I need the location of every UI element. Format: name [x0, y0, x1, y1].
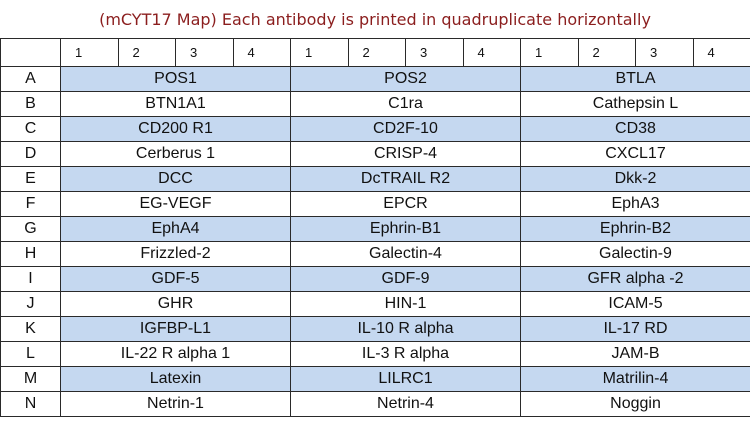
antibody-cell: BTN1A1 — [60, 91, 291, 117]
antibody-cell: GDF-5 — [60, 266, 291, 292]
antibody-cell: GHR — [60, 291, 291, 317]
antibody-cell: Frizzled-2 — [60, 241, 291, 267]
antibody-cell: Latexin — [60, 366, 291, 392]
antibody-cell: EPCR — [290, 191, 521, 217]
row-label: N — [0, 391, 61, 417]
antibody-cell: Netrin-4 — [290, 391, 521, 417]
antibody-cell: Noggin — [520, 391, 750, 417]
map-row: G EphA4 Ephrin-B1 Ephrin-B2 — [0, 216, 750, 242]
antibody-cell: IGFBP-L1 — [60, 316, 291, 342]
column-header: 3 — [405, 38, 464, 67]
map-row: M Latexin LILRC1 Matrilin-4 — [0, 366, 750, 392]
column-header: 2 — [347, 38, 406, 67]
row-label: I — [0, 266, 61, 292]
map-row: N Netrin-1 Netrin-4 Noggin — [0, 391, 750, 417]
map-row: L IL-22 R alpha 1 IL-3 R alpha JAM-B — [0, 341, 750, 367]
antibody-cell: GDF-9 — [290, 266, 521, 292]
row-label: J — [0, 291, 61, 317]
antibody-cell: DcTRAIL R2 — [290, 166, 521, 192]
map-row: I GDF-5 GDF-9 GFR alpha -2 — [0, 266, 750, 292]
antibody-cell: CD38 — [520, 116, 750, 142]
antibody-cell: HIN-1 — [290, 291, 521, 317]
antibody-cell: GFR alpha -2 — [520, 266, 750, 292]
row-label: L — [0, 341, 61, 367]
antibody-cell: Ephrin-B2 — [520, 216, 750, 242]
map-row: F EG-VEGF EPCR EphA3 — [0, 191, 750, 217]
antibody-cell: Matrilin-4 — [520, 366, 750, 392]
map-row: K IGFBP-L1 IL-10 R alpha IL-17 RD — [0, 316, 750, 342]
row-label: G — [0, 216, 61, 242]
antibody-cell: C1ra — [290, 91, 521, 117]
antibody-cell: EphA3 — [520, 191, 750, 217]
column-header: 2 — [117, 38, 176, 67]
map-row: C CD200 R1 CD2F-10 CD38 — [0, 116, 750, 142]
row-label: E — [0, 166, 61, 192]
row-label: F — [0, 191, 61, 217]
map-row: J GHR HIN-1 ICAM-5 — [0, 291, 750, 317]
map-row: B BTN1A1 C1ra Cathepsin L — [0, 91, 750, 117]
row-label: D — [0, 141, 61, 167]
antibody-cell: Cerberus 1 — [60, 141, 291, 167]
column-header: 3 — [175, 38, 234, 67]
map-row: A POS1 POS2 BTLA — [0, 66, 750, 92]
antibody-cell: Netrin-1 — [60, 391, 291, 417]
antibody-cell: CXCL17 — [520, 141, 750, 167]
column-header: 1 — [60, 38, 119, 67]
map-row: D Cerberus 1 CRISP-4 CXCL17 — [0, 141, 750, 167]
antibody-cell: JAM-B — [520, 341, 750, 367]
column-header: 4 — [232, 38, 291, 67]
antibody-cell: IL-10 R alpha — [290, 316, 521, 342]
antibody-cell: POS2 — [290, 66, 521, 92]
antibody-cell: EG-VEGF — [60, 191, 291, 217]
antibody-cell: IL-22 R alpha 1 — [60, 341, 291, 367]
column-header: 4 — [462, 38, 521, 67]
row-label: K — [0, 316, 61, 342]
antibody-cell: IL-3 R alpha — [290, 341, 521, 367]
column-header: 2 — [577, 38, 636, 67]
antibody-cell: POS1 — [60, 66, 291, 92]
antibody-cell: EphA4 — [60, 216, 291, 242]
map-title: (mCYT17 Map) Each antibody is printed in… — [99, 9, 651, 29]
antibody-cell: DCC — [60, 166, 291, 192]
antibody-cell: IL-17 RD — [520, 316, 750, 342]
map-row: E DCC DcTRAIL R2 Dkk-2 — [0, 166, 750, 192]
column-header: 4 — [692, 38, 750, 67]
antibody-cell: Ephrin-B1 — [290, 216, 521, 242]
row-label: A — [0, 66, 61, 92]
antibody-cell: Cathepsin L — [520, 91, 750, 117]
row-label: C — [0, 116, 61, 142]
antibody-cell: LILRC1 — [290, 366, 521, 392]
antibody-cell: CD2F-10 — [290, 116, 521, 142]
column-header: 1 — [520, 38, 579, 67]
column-header: 3 — [635, 38, 694, 67]
antibody-cell: Galectin-9 — [520, 241, 750, 267]
antibody-cell: ICAM-5 — [520, 291, 750, 317]
antibody-cell: CRISP-4 — [290, 141, 521, 167]
row-label: H — [0, 241, 61, 267]
antibody-cell: Dkk-2 — [520, 166, 750, 192]
map-row: H Frizzled-2 Galectin-4 Galectin-9 — [0, 241, 750, 267]
row-label: M — [0, 366, 61, 392]
column-header: 1 — [290, 38, 349, 67]
row-label: B — [0, 91, 61, 117]
corner-cell — [0, 38, 61, 67]
antibody-cell: BTLA — [520, 66, 750, 92]
antibody-cell: Galectin-4 — [290, 241, 521, 267]
antibody-cell: CD200 R1 — [60, 116, 291, 142]
